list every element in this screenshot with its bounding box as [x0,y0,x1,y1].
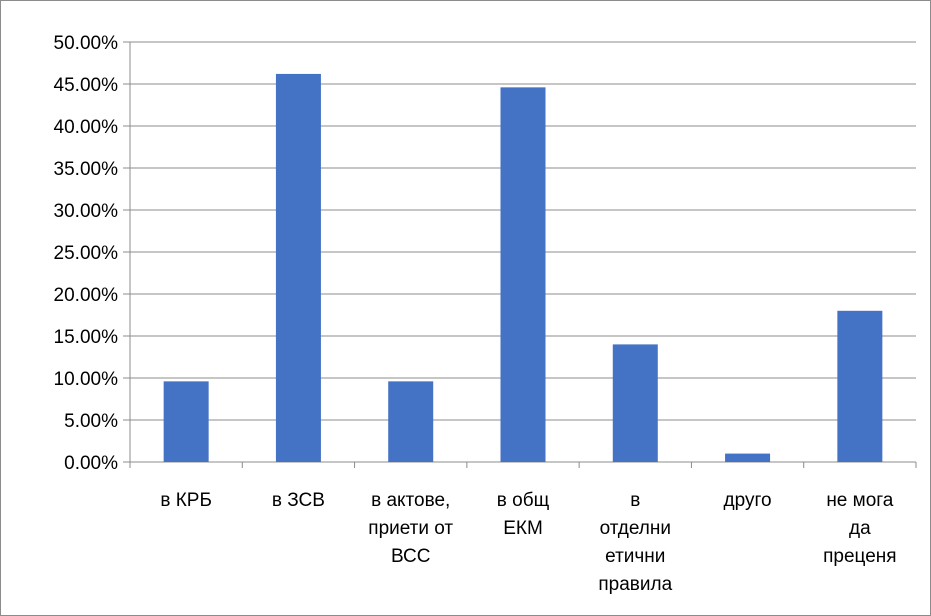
bar [612,344,658,462]
y-tick-label: 50.00% [54,33,119,54]
y-tick-label: 15.00% [54,327,119,348]
y-tick-label: 40.00% [54,117,119,138]
y-tick-label: 0.00% [64,453,118,474]
bar [163,381,209,462]
bar [500,87,546,463]
x-category-label: в ЗСВ [272,490,325,511]
x-category-label: друго [724,490,772,511]
y-tick-label: 25.00% [54,243,119,264]
bar [388,381,434,462]
x-category-label: в общ ЕКМ [497,490,550,539]
x-category-label: в отделни етични правила [598,490,672,595]
y-tick-label: 20.00% [54,285,119,306]
bar [725,453,771,462]
bar [837,310,883,462]
bar [275,73,321,463]
x-category-label: в КРБ [160,490,212,511]
y-tick-label: 5.00% [64,411,118,432]
x-category-label: в актове, приети от ВСС [368,490,453,567]
y-tick-label: 35.00% [54,159,119,180]
y-tick-label: 10.00% [54,369,119,390]
x-category-label: не мога да преценя [823,490,896,567]
y-tick-label: 45.00% [54,75,119,96]
y-tick-label: 30.00% [54,201,119,222]
